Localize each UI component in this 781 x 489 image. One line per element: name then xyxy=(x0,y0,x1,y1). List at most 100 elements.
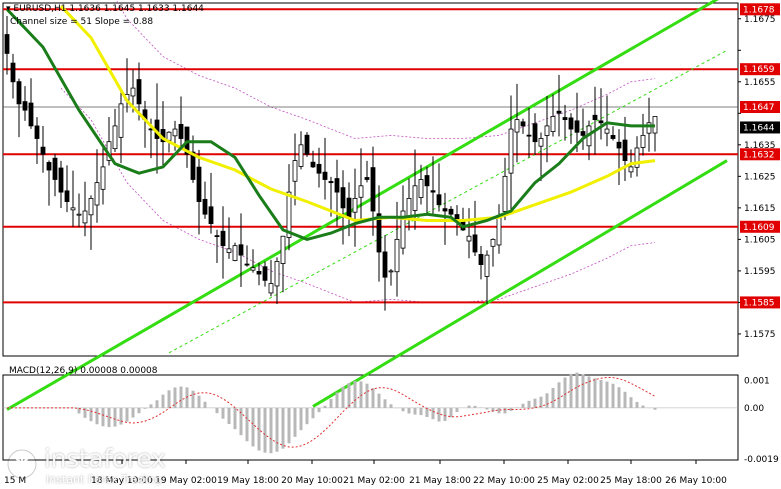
candle-body xyxy=(226,248,232,253)
x-axis-label: 22 May 10:00 xyxy=(473,476,535,486)
candle-body xyxy=(352,198,358,213)
y-tick-label: 1.1635 xyxy=(744,141,776,151)
candle-body xyxy=(76,213,82,216)
macd-panel-frame xyxy=(2,374,739,461)
candle-body xyxy=(640,134,646,148)
brand-tagline: Instant Forex Trading xyxy=(46,473,162,486)
candle-body xyxy=(550,116,556,132)
candle-body xyxy=(508,128,514,174)
level-label-box xyxy=(740,296,780,309)
level-label: 1.1585 xyxy=(743,298,775,308)
candle-body xyxy=(610,135,616,139)
last-close-label: 1.1644 xyxy=(743,123,775,133)
macd-y-label: 0.00 xyxy=(744,404,764,414)
candle-body xyxy=(286,191,292,238)
candle-body xyxy=(322,171,328,180)
fast-moving-average xyxy=(5,8,655,241)
instaforex-logo-icon xyxy=(7,449,37,479)
x-axis-label: 18 May 10:00 xyxy=(91,476,153,486)
candle-body xyxy=(526,134,532,137)
candle-body xyxy=(634,147,640,168)
candle-body xyxy=(112,125,118,150)
candle-body xyxy=(394,238,400,273)
macd-y-label: -0.0019 xyxy=(744,455,779,465)
candle-body xyxy=(574,120,580,133)
candle-body xyxy=(40,146,46,155)
candle-body xyxy=(430,190,436,193)
candle-body xyxy=(340,187,346,209)
candle-body xyxy=(268,283,274,294)
candle-body xyxy=(190,151,196,180)
x-axis-label: 19 May 18:00 xyxy=(217,476,279,486)
candle-body xyxy=(88,198,94,216)
candle-body xyxy=(16,81,22,105)
candle-body xyxy=(490,238,496,247)
candle-body xyxy=(448,208,454,215)
channel-lower-line xyxy=(312,159,728,408)
x-axis-label: 25 May 18:00 xyxy=(600,476,662,486)
y-tick-label: 1.1675 xyxy=(744,15,776,25)
candle-body xyxy=(136,79,142,105)
current-price-box xyxy=(740,101,780,114)
candle-body xyxy=(100,166,106,190)
candle-body xyxy=(130,87,136,97)
candle-body xyxy=(310,161,316,168)
candle-body xyxy=(22,101,28,111)
candle-body xyxy=(616,141,622,149)
candle-body xyxy=(436,194,442,206)
candle-body xyxy=(532,123,538,143)
candle-body xyxy=(304,134,310,155)
y-tick-label: 1.1625 xyxy=(744,172,776,182)
candle-body xyxy=(478,253,484,265)
macd-y-label: 0.001 xyxy=(744,376,770,386)
candle-body xyxy=(10,62,16,83)
candle-body xyxy=(502,175,508,212)
candle-body xyxy=(46,162,52,171)
y-tick-label: 1.1655 xyxy=(744,78,776,88)
candle-body xyxy=(208,206,214,225)
candle-body xyxy=(292,160,298,182)
candle-body xyxy=(424,175,430,187)
level-label: 1.1632 xyxy=(743,150,775,160)
candle-body xyxy=(328,181,334,184)
candle-body xyxy=(244,263,250,266)
candle-body xyxy=(646,122,652,134)
x-axis-label: 21 May 02:00 xyxy=(343,476,405,486)
candle-body xyxy=(316,163,322,174)
candle-body xyxy=(514,119,520,133)
candle-body xyxy=(538,138,544,147)
y-tick-label: 1.1575 xyxy=(744,330,776,340)
level-label-box xyxy=(740,3,780,16)
candle-body xyxy=(82,210,88,224)
candle-body xyxy=(628,166,634,173)
x-axis-label: 25 May 02:00 xyxy=(537,476,599,486)
candle-body xyxy=(280,235,286,264)
candle-body xyxy=(520,121,526,127)
candle-body xyxy=(376,213,382,253)
candle-body xyxy=(598,120,604,124)
candle-body xyxy=(214,235,220,238)
candle-body xyxy=(232,245,238,261)
macd-indicator-label: MACD(12,26,9) 0.00008 0.00008 xyxy=(9,366,158,376)
candle-body xyxy=(400,210,406,249)
slow-moving-average xyxy=(59,5,656,223)
level-label-box xyxy=(740,148,780,161)
candle-body xyxy=(118,103,124,138)
candle-body xyxy=(34,125,40,139)
candle-body xyxy=(370,167,376,212)
x-axis-label: 20 May 10:00 xyxy=(281,476,343,486)
candle-body xyxy=(604,128,610,134)
channel-info: Channel size = 51 Slope = 0.88 xyxy=(10,17,154,27)
y-tick-label: 1.1615 xyxy=(744,204,776,214)
candle-body xyxy=(94,182,100,206)
candle-body xyxy=(202,198,208,215)
candle-body xyxy=(592,114,598,121)
level-label-box xyxy=(740,63,780,76)
candle-body xyxy=(580,131,586,136)
candle-body xyxy=(472,234,478,253)
candle-body xyxy=(622,139,628,161)
candle-body xyxy=(568,117,574,130)
candle-body xyxy=(556,110,562,114)
y-tick-label: 1.1605 xyxy=(744,235,776,245)
x-axis-label: 15 M xyxy=(4,476,26,486)
